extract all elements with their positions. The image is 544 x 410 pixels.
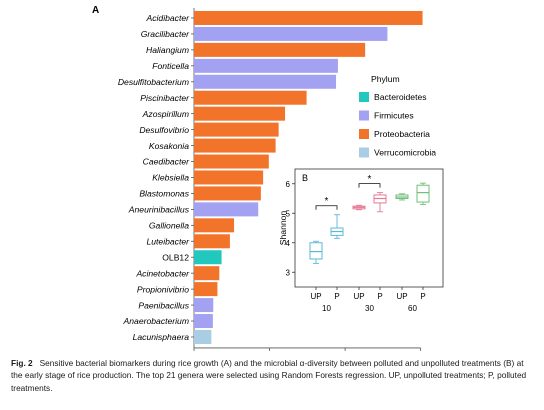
legend-label: Bacteroidetes [374, 92, 427, 102]
bar [194, 282, 218, 297]
bar [194, 58, 338, 73]
bar [194, 138, 276, 153]
period-label: 60 [408, 304, 417, 313]
legend-label: Verrucomicrobia [374, 148, 436, 158]
significance-mark: * [325, 196, 329, 207]
x-tick-label: P [377, 292, 382, 301]
category-label: OLB12 [162, 252, 189, 262]
category-label: Haliangium [146, 45, 189, 55]
category-label: Propionivibrio [137, 284, 189, 294]
bar [194, 234, 230, 249]
y-axis-title: Shannon [278, 211, 288, 246]
x-tick-label: UP [396, 292, 407, 301]
box [309, 242, 323, 260]
bar [194, 10, 423, 25]
phylum-legend: Phylum Bacteroidetes Firmicutes Proteobacte… [359, 74, 436, 158]
caption-label: Fig. 2 [11, 358, 33, 368]
category-label: Aneurinibacillus [128, 205, 190, 215]
x-tick-label: UP [310, 292, 321, 301]
category-label: Desulfovibrio [139, 125, 189, 135]
bar [194, 106, 286, 121]
legend-swatch [359, 92, 369, 102]
bar [194, 26, 388, 41]
category-label: Lacunisphaera [133, 332, 190, 342]
x-tick-label: UP [353, 292, 364, 301]
bar [194, 170, 264, 185]
caption-text: Sensitive bacterial biomarkers during ri… [11, 358, 527, 393]
panel-a-label: A [92, 5, 99, 16]
category-label: Blastomonas [139, 189, 189, 199]
category-label: Azospirillum [142, 109, 189, 119]
legend-label: Proteobacteria [374, 129, 430, 139]
significance-bracket [358, 183, 381, 188]
category-label: Fonticella [152, 61, 189, 71]
bar [194, 266, 220, 281]
category-label: Klebsiella [152, 173, 189, 183]
period-label: 30 [365, 304, 374, 313]
legend-swatch [359, 110, 369, 121]
legend-label: Firmicutes [374, 111, 414, 121]
bar [194, 202, 259, 217]
bar [194, 250, 222, 265]
category-label: Gracilibacter [141, 29, 190, 39]
category-label: Caedibacter [143, 157, 190, 167]
category-label: Acinetobacter [135, 268, 190, 278]
bar [194, 298, 214, 313]
box [416, 184, 430, 203]
category-label: Luteibacter [146, 236, 190, 246]
figure-caption: Fig. 2 Sensitive bacterial biomarkers du… [11, 357, 535, 394]
y-tick-label: 5 [286, 209, 291, 218]
category-label: Paenibacillus [138, 300, 189, 310]
legend-swatch [359, 147, 369, 158]
category-label: Anaerobacterium [123, 316, 189, 326]
significance-bracket [315, 205, 338, 210]
x-tick-label: P [334, 292, 339, 301]
y-tick-label: 4 [286, 239, 291, 248]
bar [194, 218, 235, 233]
bar-chart-panel-a: Acidibacter Gracilibacter Haliangium Fontic… [118, 8, 426, 352]
bar [194, 90, 307, 105]
bar [194, 154, 269, 169]
category-label: Kosakonia [149, 141, 189, 151]
figure: A Acidibacter Gracilibacter Haliangium Font… [92, 5, 444, 352]
y-tick-label: 6 [286, 180, 291, 189]
x-tick-label: P [420, 292, 425, 301]
y-tick-label: 3 [286, 268, 291, 277]
bar [194, 42, 366, 57]
legend-title: Phylum [371, 74, 400, 84]
bar [194, 186, 261, 201]
category-label: Piscinibacter [140, 93, 190, 103]
category-label: Acidibacter [145, 13, 190, 23]
category-label: Gallionella [149, 221, 189, 231]
category-label: Desulfitobacterium [118, 77, 189, 87]
period-label: 10 [322, 304, 331, 313]
legend-swatch [359, 129, 369, 139]
significance-mark: * [368, 174, 372, 185]
bar [194, 74, 337, 89]
bar [194, 314, 213, 329]
bar [194, 122, 279, 137]
panel-b-label: B [302, 173, 308, 183]
bar [194, 329, 212, 344]
